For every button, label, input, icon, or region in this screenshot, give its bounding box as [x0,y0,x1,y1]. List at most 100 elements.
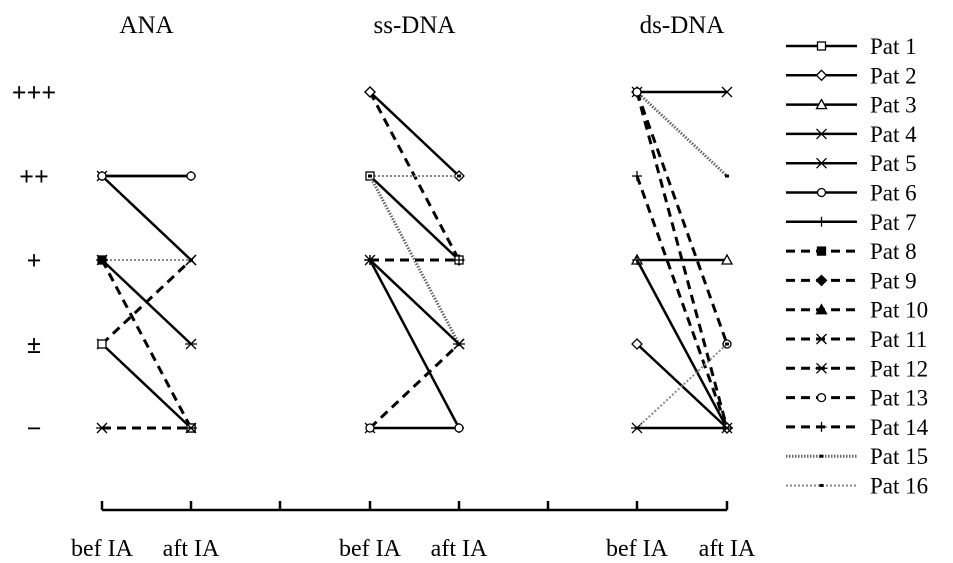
data-point [631,338,643,350]
legend-label: Pat 3 [870,93,917,118]
series-line-pat-6 [365,423,464,433]
data-point [185,338,197,350]
legend-marker [819,454,824,458]
legend-marker [816,216,827,227]
legend-item: Pat 10 [786,298,928,323]
data-point [725,342,729,346]
data-lines [96,86,734,434]
data-point [185,254,197,266]
data-point [97,339,107,349]
data-point [721,86,733,98]
legend-marker [816,421,827,432]
data-point [632,171,642,181]
data-point [364,86,376,98]
series-line-pat-5 [364,254,465,350]
x-tick-label: aft IA [163,536,220,562]
series-line-pat-16 [100,258,193,262]
data-point [453,338,465,350]
legend-marker [816,333,827,345]
data-point [97,171,107,181]
data-point [632,255,642,265]
series-line-pat-5 [631,422,733,434]
legend-label: Pat 13 [870,386,928,411]
data-point [185,422,197,434]
axis-labels: ANA bef IA aft IA ss-DNA bef IA aft IA ds-DNA b… [12,12,756,562]
y-tick-label: ± [27,330,41,359]
y-tick-label: − [27,414,42,443]
data-point [725,174,729,178]
legend-item: Pat 8 [786,239,917,264]
legend-item: Pat 14 [786,415,929,440]
legend-label: Pat 15 [870,444,928,469]
panel-title-1: ss-DNA [374,12,456,39]
series-line-pat-15 [635,90,729,178]
series-line-pat-5 [96,254,197,350]
legend-marker [819,484,824,487]
legend-marker [816,246,827,256]
legend-marker [815,362,828,374]
y-tick-label: + [27,246,42,275]
series-line-pat-4 [96,170,197,266]
x-tick-label: aft IA [699,536,756,562]
x-tick-label: bef IA [71,536,134,562]
legend-label: Pat 5 [870,151,917,176]
x-axis [100,501,729,512]
data-point [635,426,639,430]
series-line-pat-14 [632,171,732,433]
x-tick-label: bef IA [606,536,669,562]
legend-item: Pat 5 [786,151,917,176]
legend-item: Pat 9 [786,268,917,293]
series-line-pat-13 [632,87,732,349]
legend-item: Pat 16 [786,474,928,499]
series-line-pat-14 [365,255,464,265]
series-line-pat-1 [365,171,464,265]
legend-item: Pat 11 [786,327,927,352]
legend-marker [815,98,828,110]
data-point [721,422,733,434]
legend-item: Pat 1 [786,34,917,59]
y-tick-label: ++ [19,162,49,191]
legend-label: Pat 8 [870,239,917,264]
legend-item: Pat 4 [786,122,917,147]
data-point [454,255,464,265]
data-point [454,423,464,433]
legend-marker [816,41,827,51]
series-line-pat-1 [97,339,196,433]
panel-title-2: ds-DNA [640,12,725,39]
legend-label: Pat 7 [870,210,917,235]
series-line-pat-2 [364,86,465,182]
legend-item: Pat 3 [786,93,917,118]
series-line-pat-16 [635,342,729,430]
data-point [632,87,642,97]
legend-label: Pat 10 [870,298,928,323]
legend-marker [815,274,828,287]
data-point [457,174,461,178]
legend-label: Pat 16 [870,474,928,499]
series-line-pat-7 [365,255,464,433]
data-point [365,255,375,265]
legend-label: Pat 6 [870,181,917,206]
data-point [720,253,734,265]
legend-marker [816,392,827,403]
data-point [365,423,375,433]
series-line-pat-12 [96,422,197,434]
legend-label: Pat 1 [870,34,917,59]
data-point [368,174,372,178]
data-point [96,254,108,266]
data-point [96,422,108,434]
panel-title-0: ANA [119,12,173,39]
legend-marker [815,303,828,315]
series-line-pat-6 [97,171,196,181]
x-tick-label: bef IA [339,536,402,562]
legend-item: Pat 12 [786,356,928,381]
legend-label: Pat 2 [870,63,917,88]
y-tick-label: +++ [12,78,56,107]
legend-item: Pat 6 [786,181,917,206]
legend-label: Pat 9 [870,268,917,293]
legend-label: Pat 12 [870,356,928,381]
series-line-pat-11 [364,338,465,434]
legend-marker [815,69,828,82]
data-point [186,171,196,181]
legend-label: Pat 4 [870,122,917,147]
legend-label: Pat 14 [870,415,929,440]
